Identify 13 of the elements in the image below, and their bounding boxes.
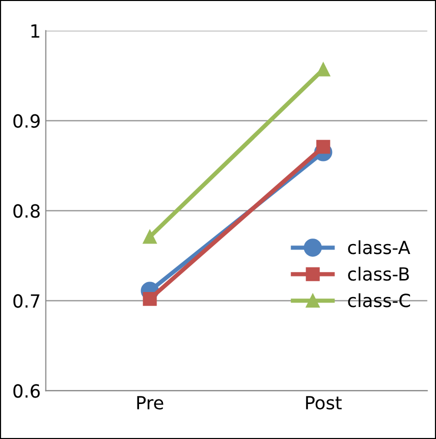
point bbox=[316, 62, 330, 76]
x-tick-label: Pre bbox=[137, 396, 164, 410]
y-tick-label: 0.9 bbox=[13, 114, 40, 128]
y-tick-label: 0.7 bbox=[13, 294, 40, 308]
x-tick-label: Post bbox=[306, 396, 342, 410]
y-tick-label: 1 bbox=[31, 24, 40, 38]
legend-label: class-A bbox=[348, 240, 410, 254]
y-tick-label: 0.8 bbox=[13, 204, 40, 218]
point bbox=[142, 230, 157, 244]
legend-label: class-B bbox=[348, 266, 409, 281]
y-tick-label: 0.6 bbox=[13, 384, 40, 398]
point bbox=[142, 292, 157, 306]
legend-label: class-C bbox=[348, 293, 410, 308]
